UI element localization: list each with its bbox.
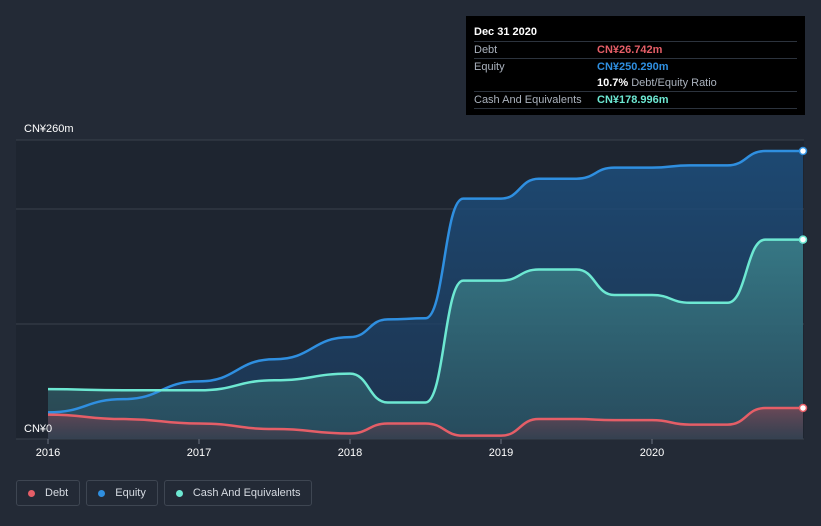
debt-end-marker [798,403,808,413]
tooltip-ratio-row: 10.7% Debt/Equity Ratio [474,75,797,91]
legend-equity-button[interactable]: Equity [86,480,158,506]
legend-debt-button[interactable]: Debt [16,480,81,506]
tooltip-debt-row: Debt CN¥26.742m [474,41,797,58]
tooltip-cash-row: Cash And Equivalents CN¥178.996m [474,91,797,109]
legend-cash-label: Cash And Equivalents [192,487,301,499]
tooltip-cash-value: CN¥178.996m [597,94,669,106]
tooltip-equity-row: Equity CN¥250.290m [474,58,797,75]
y-axis-top-label: CN¥260m [24,123,74,135]
tooltip-equity-value: CN¥250.290m [597,61,669,73]
legend-debt-label: Debt [45,487,69,499]
legend-debt-dot-icon [28,489,35,497]
tooltip-debt-value: CN¥26.742m [597,44,663,56]
tooltip-equity-label: Equity [474,61,505,73]
y-axis-bottom-label: CN¥0 [24,423,52,435]
x-tick-label-2018: 2018 [338,447,362,459]
equity-line [47,149,803,414]
cash-area [48,239,803,439]
data-tooltip: Dec 31 2020 Debt CN¥26.742m Equity CN¥25… [466,16,805,115]
tooltip-debt-label: Debt [474,44,498,56]
x-tick-label-2020: 2020 [640,447,664,459]
chart-legend: Debt Equity Cash And Equivalents [16,480,313,506]
equity-end-marker [798,146,808,156]
tooltip-date: Dec 31 2020 [474,26,537,38]
cash-line [47,238,803,404]
x-axis-ticks: 2016 2017 2018 2019 2020 [36,439,664,459]
x-tick-label-2019: 2019 [489,447,513,459]
cash-end-marker [798,235,808,244]
legend-equity-dot-icon [98,489,106,497]
debt-line [47,406,803,437]
legend-equity-label: Equity [115,487,146,499]
legend-cash-dot-icon [175,489,183,497]
tooltip-ratio-value: 10.7% [597,77,629,89]
end-markers [798,146,808,413]
x-tick-label-2017: 2017 [187,447,211,459]
series-lines [47,149,803,437]
x-tick-label-2016: 2016 [36,447,60,459]
tooltip-ratio-label: Debt/Equity Ratio [631,77,717,89]
legend-cash-button[interactable]: Cash And Equivalents [163,480,313,506]
tooltip-cash-label: Cash And Equivalents [474,94,582,106]
